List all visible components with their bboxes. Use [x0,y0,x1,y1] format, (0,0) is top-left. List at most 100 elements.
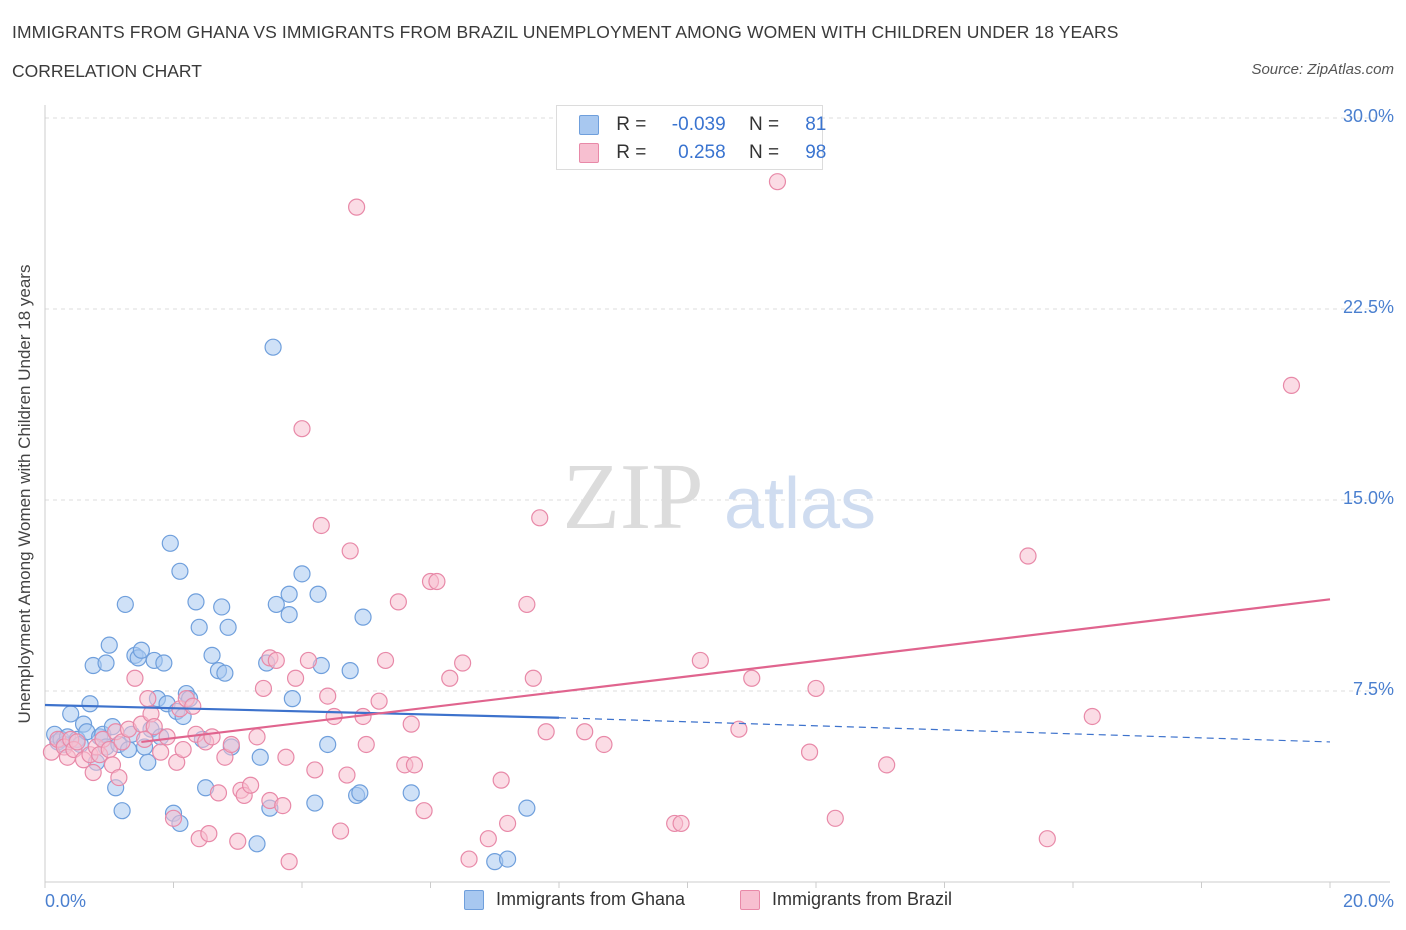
legend-label-ghana: Immigrants from Ghana [496,889,686,909]
ghana-point [341,662,359,680]
ghana-point [351,784,369,802]
ghana-point [139,753,157,771]
brazil-point [499,814,517,833]
brazil-point [277,748,295,766]
brazil-point [441,669,459,687]
brazil-point [348,198,366,216]
brazil-point [428,572,446,591]
ghana-trend-extension [558,717,1331,743]
brazil-point [595,735,613,754]
brazil-point [454,654,472,672]
ghana-point [293,565,311,583]
ghana-point [264,338,282,356]
ghana-point [81,695,99,713]
ghana-point [190,618,208,636]
chart-title: IMMIGRANTS FROM GHANA VS IMMIGRANTS FROM… [12,22,1119,42]
brazil-point [878,756,896,774]
ghana-point [354,608,372,626]
brazil-point [341,542,359,560]
legend-item-brazil[interactable]: Immigrants from Brazil [740,889,953,911]
r-label: R = [616,142,647,163]
ghana-point [116,595,134,614]
legend-label-brazil: Immigrants from Brazil [772,889,953,909]
brazil-point [174,740,192,759]
brazil-point [84,763,102,782]
chart-subtitle: CORRELATION CHART [12,61,202,81]
grid-lines [45,117,1390,692]
x-tick-label-max: 20.0% [1342,891,1394,911]
ghana-swatch [464,890,484,911]
n-value: 98 [805,142,827,163]
x-tick-label-min: 0.0% [45,891,87,911]
brazil-point [306,761,324,779]
ghana-point [267,595,285,614]
brazil-point [1282,376,1301,394]
series-ghana-points [46,338,536,871]
ghana-point [248,835,266,853]
brazil-point [743,669,761,687]
y-tick-label: 30.0% [1342,106,1394,126]
ghana-point [219,618,237,636]
brazil-point [319,687,337,705]
brazil-point [126,669,144,687]
brazil-point [248,728,266,746]
r-value: 0.258 [678,142,726,163]
brazil-point [152,743,170,761]
y-tick-label: 22.5% [1342,297,1394,317]
n-label: N = [748,142,780,163]
brazil-point [200,825,218,843]
ghana-trend-line [44,703,560,719]
brazil-point [691,651,709,670]
trend-lines [44,598,1331,744]
brazil-point [800,743,819,761]
brazil-point [807,679,825,698]
brazil-point [768,173,787,191]
brazil-point [402,715,420,733]
brazil-point [479,830,497,848]
brazil-point [405,756,424,774]
ghana-point [113,802,131,820]
axes [44,105,1390,888]
r-label: R = [616,114,647,135]
ghana-point [132,641,150,659]
brazil-point [299,651,318,670]
brazil-point [184,697,202,715]
brazil-point [415,802,433,820]
brazil-point [209,784,228,802]
ghana-point [283,690,301,708]
watermark-atlas: atlas [724,464,876,544]
brazil-point [338,766,356,784]
brazil-point [145,718,163,736]
brazil-point [531,509,549,527]
brazil-point [518,595,536,614]
brazil-point [331,822,350,840]
brazil-point [389,593,407,611]
ghana-swatch [579,114,599,135]
ghana-point [402,784,420,802]
ghana-point [251,748,269,766]
brazil-point [325,707,343,726]
correlation-legend: R = -0.039 N = 81 R = 0.258 N = 98 [556,105,827,170]
brazil-point [254,679,273,698]
brazil-point [672,814,690,833]
ghana-point [518,799,536,817]
legend-item-ghana[interactable]: Immigrants from Ghana [464,889,686,911]
brazil-point [376,651,395,670]
brazil-point [826,809,844,827]
brazil-point [267,651,285,670]
r-value: -0.039 [671,114,726,135]
brazil-point [280,853,298,871]
legend-row-ghana: R = -0.039 N = 81 [579,114,826,138]
brazil-point [110,768,128,787]
series-brazil-points [42,173,1301,871]
brazil-point [274,796,292,815]
brazil-point [312,516,330,535]
ghana-point [499,850,517,868]
brazil-point [242,776,260,794]
n-value: 81 [805,114,827,135]
source-credit: Source: ZipAtlas.com [1251,61,1394,78]
ghana-point [171,562,189,580]
brazil-point [203,728,221,746]
brazil-point [730,720,748,738]
brazil-point [229,832,247,850]
